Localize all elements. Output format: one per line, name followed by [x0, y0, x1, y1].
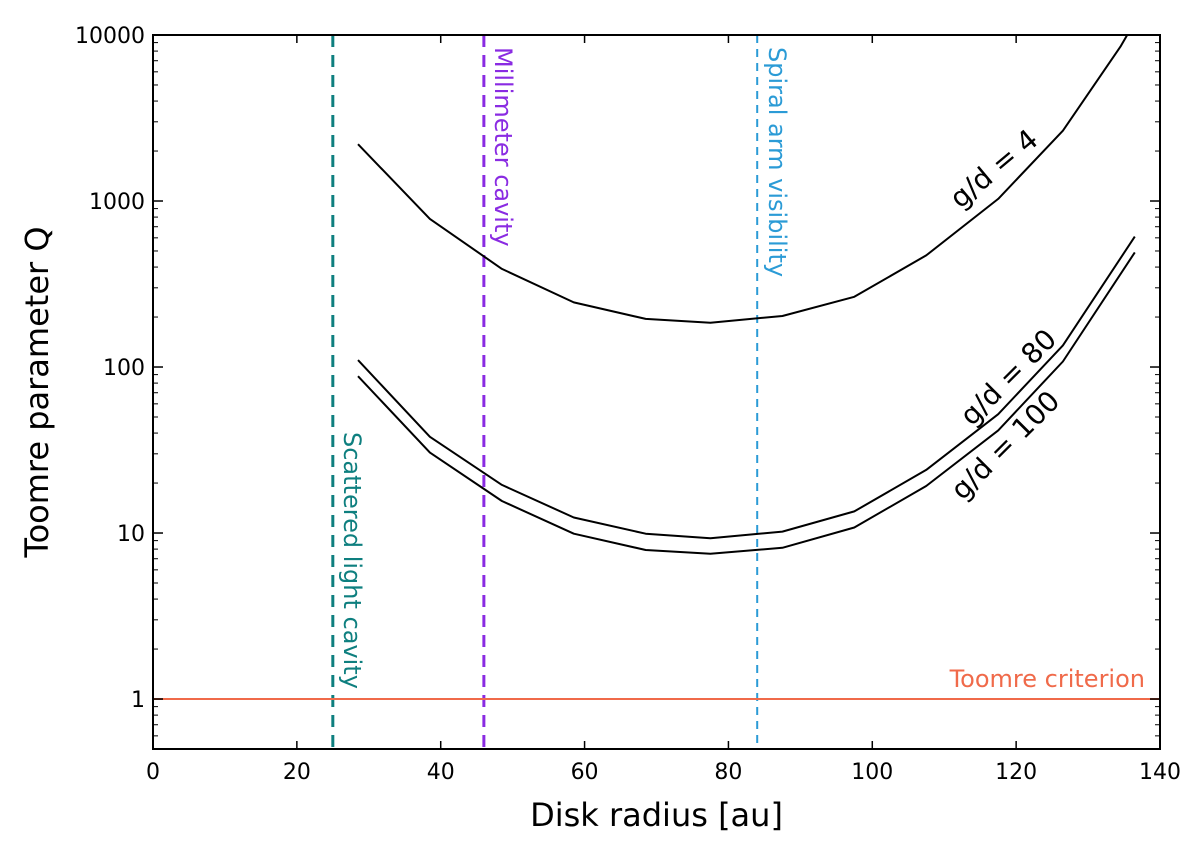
series-line-2 [357, 236, 1136, 540]
y-tick-label: 100 [103, 356, 145, 381]
label-toomre-criterion: Toomre criterion [949, 665, 1145, 693]
y-tick-label: 1 [131, 688, 145, 713]
plot-frame [152, 34, 1161, 750]
series-line-1 [357, 35, 1129, 324]
label-spiral-arm-visibility: Spiral arm visibility [763, 47, 791, 277]
series-line-3 [357, 251, 1136, 555]
y-axis-title: Toomre parameter Q [18, 226, 56, 558]
y-tick-label: 10 [117, 522, 145, 547]
label-millimeter-cavity: Millimeter cavity [489, 47, 517, 247]
y-tick-label: 1000 [89, 190, 145, 215]
reference-lines [153, 35, 1160, 749]
label-g-d-4: g/d = 4 [943, 123, 1044, 215]
x-tick-label: 80 [714, 760, 742, 785]
y-tick-label: 10000 [75, 24, 145, 49]
series-lines [357, 35, 1136, 555]
label-scattered-light-cavity: Scattered light cavity [338, 432, 366, 689]
x-tick-label: 20 [283, 760, 311, 785]
x-tick-label: 140 [1139, 760, 1181, 785]
x-axis-title: Disk radius [au] [530, 796, 783, 834]
x-tick-label: 0 [146, 760, 160, 785]
axis-ticks: 0 20 40 60 80 100 120 140 1 10 100 1000 10000 [75, 24, 1181, 785]
x-tick-label: 100 [851, 760, 893, 785]
x-tick-label: 120 [995, 760, 1037, 785]
x-tick-label: 40 [427, 760, 455, 785]
x-tick-label: 60 [571, 760, 599, 785]
